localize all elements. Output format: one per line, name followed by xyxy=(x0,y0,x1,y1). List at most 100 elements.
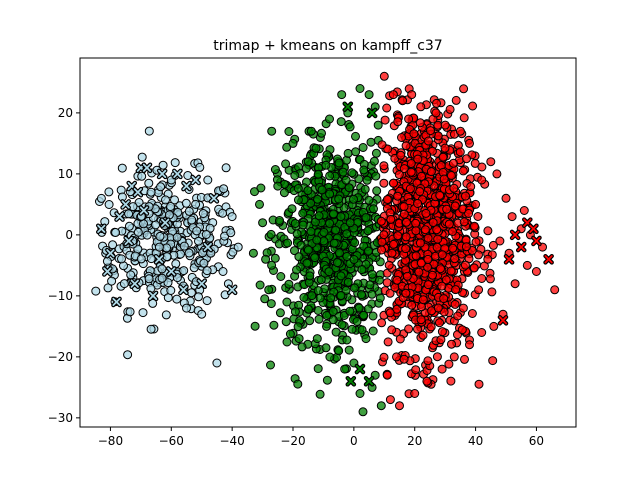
cluster-2-point-1039 xyxy=(421,208,431,218)
cluster-2-point-1001 xyxy=(449,183,459,193)
cluster-2-point-958 xyxy=(462,154,471,164)
cluster-1-point-776 xyxy=(282,297,292,307)
cluster-2-point-941 xyxy=(389,239,398,249)
cluster-2-point-612 xyxy=(404,324,414,334)
cluster-1-point-385 xyxy=(364,195,374,205)
cluster-0-point-281 xyxy=(137,171,147,181)
cluster-0-point-247 xyxy=(123,350,133,360)
cluster-2-point-1133 xyxy=(483,254,493,264)
cluster-0-outlier-10 xyxy=(147,290,159,302)
cluster-2-point-1108 xyxy=(465,138,474,148)
cluster-2-point-1139 xyxy=(474,285,484,295)
cluster-2-point-1127 xyxy=(410,389,420,398)
cluster-2-point-752 xyxy=(395,334,405,344)
cluster-2-point-449 xyxy=(437,327,447,337)
cluster-1-point-702 xyxy=(290,219,300,228)
cluster-1-point-725 xyxy=(310,253,320,263)
cluster-1-point-769 xyxy=(322,321,331,331)
cluster-2-point-1016 xyxy=(433,234,443,244)
cluster-1-point-647 xyxy=(287,204,297,214)
cluster-1-point-690 xyxy=(311,143,321,153)
cluster-0-point-379 xyxy=(184,248,194,258)
cluster-2-point-1042 xyxy=(392,275,402,285)
cluster-0-point-382 xyxy=(182,303,191,313)
x-tick-label-0: −80 xyxy=(98,434,123,448)
cluster-1-point-715 xyxy=(363,246,373,256)
cluster-1-outlier-1 xyxy=(366,107,378,119)
cluster-2-point-1080 xyxy=(477,274,487,283)
cluster-0-point-375 xyxy=(218,208,228,218)
cluster-0-point-111 xyxy=(103,283,113,293)
cluster-1-point-749 xyxy=(328,307,338,316)
cluster-2-point-1014 xyxy=(420,225,430,235)
cluster-2-point-1059 xyxy=(438,152,448,162)
cluster-0-outlier-7 xyxy=(105,247,116,259)
cluster-2-outlier-0 xyxy=(497,314,509,326)
cluster-1-point-349 xyxy=(371,148,381,158)
x-tick-label-5: 20 xyxy=(407,434,422,448)
cluster-0-point-320 xyxy=(166,202,176,211)
cluster-1-point-764 xyxy=(355,389,365,398)
cluster-1-point-662 xyxy=(342,229,352,239)
cluster-2-point-1125 xyxy=(437,364,447,374)
cluster-2-point-765 xyxy=(401,141,411,151)
cluster-2-point-930 xyxy=(407,300,417,310)
cluster-2-point-1020 xyxy=(402,271,412,281)
cluster-2-point-636 xyxy=(485,274,495,284)
cluster-2-point-1041 xyxy=(433,303,443,313)
cluster-0-point-297 xyxy=(183,171,193,180)
cluster-1-outlier-2 xyxy=(345,375,357,387)
cluster-1-point-726 xyxy=(306,227,316,236)
cluster-1-point-581 xyxy=(315,389,325,399)
cluster-2-point-1110 xyxy=(492,169,502,179)
cluster-2-point-1107 xyxy=(455,126,465,136)
cluster-2-point-1121 xyxy=(489,321,499,331)
cluster-2-point-1037 xyxy=(437,250,447,260)
cluster-1-point-731 xyxy=(371,171,381,181)
cluster-2-point-905 xyxy=(426,126,435,136)
y-tick-label-4: 10 xyxy=(58,167,73,181)
cluster-1-point-761 xyxy=(312,334,322,344)
cluster-2-point-1071 xyxy=(448,158,458,168)
cluster-0-point-285 xyxy=(194,236,203,246)
cluster-2-point-1086 xyxy=(437,281,447,291)
cluster-1-point-564 xyxy=(334,248,344,258)
cluster-2-point-866 xyxy=(469,221,479,231)
cluster-2-point-1088 xyxy=(401,232,411,242)
cluster-2-point-959 xyxy=(396,150,406,160)
cluster-2-point-119 xyxy=(459,113,469,123)
cluster-2-point-810 xyxy=(390,283,400,292)
cluster-1-point-519 xyxy=(357,290,366,300)
cluster-0-point-230 xyxy=(138,308,148,318)
cluster-1-point-653 xyxy=(303,186,313,195)
cluster-0-point-307 xyxy=(184,206,194,216)
cluster-2-point-1140 xyxy=(404,114,414,124)
cluster-0-point-94 xyxy=(117,163,127,173)
cluster-2-point-997 xyxy=(411,365,421,375)
cluster-2-point-1124 xyxy=(449,352,459,362)
cluster-1-point-252 xyxy=(322,375,332,385)
cluster-1-point-696 xyxy=(336,291,346,300)
cluster-1-point-713 xyxy=(312,235,322,245)
cluster-1-point-663 xyxy=(374,275,384,285)
cluster-0-point-363 xyxy=(179,241,189,251)
cluster-2-point-1054 xyxy=(451,285,461,295)
cluster-2-point-1063 xyxy=(405,184,415,194)
cluster-1-point-745 xyxy=(359,165,369,175)
cluster-2-point-977 xyxy=(460,260,470,270)
cluster-2-point-1116 xyxy=(550,285,560,295)
cluster-0-point-20 xyxy=(148,298,158,308)
cluster-2-point-1094 xyxy=(379,230,389,240)
cluster-2-point-1011 xyxy=(461,242,471,252)
cluster-1-point-732 xyxy=(345,218,355,228)
cluster-0-point-344 xyxy=(126,270,136,280)
cluster-1-point-453 xyxy=(266,229,276,239)
cluster-0-point-268 xyxy=(161,310,171,320)
cluster-0-point-310 xyxy=(156,182,166,192)
cluster-2-point-945 xyxy=(474,379,484,389)
cluster-2-point-229 xyxy=(380,115,390,125)
cluster-2-point-1132 xyxy=(471,199,481,209)
cluster-0-point-107 xyxy=(104,200,114,209)
cluster-2-point-914 xyxy=(393,231,403,241)
cluster-2-point-642 xyxy=(477,162,487,172)
